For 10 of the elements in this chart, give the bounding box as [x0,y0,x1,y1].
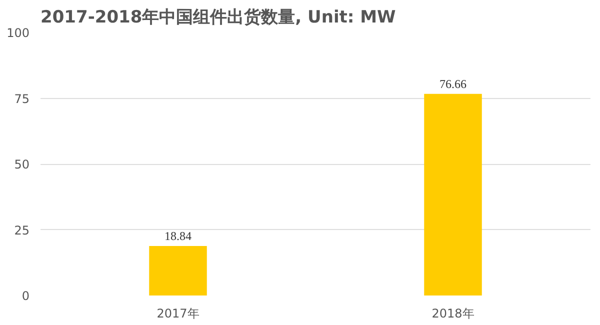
chart-title: 2017-2018年中国组件出货数量, Unit: MW [40,8,396,28]
x-tick-label: 2017年 [156,306,200,320]
y-tick-label: 75 [14,92,30,106]
y-tick-label: 100 [6,26,30,40]
data-label: 18.84 [164,228,192,243]
data-label: 76.66 [440,76,466,91]
y-tick-label: 25 [14,223,30,238]
y-tick-label: 50 [14,158,30,172]
x-tick-label: 2018年 [432,306,474,320]
y-tick-label: 0 [22,289,30,303]
